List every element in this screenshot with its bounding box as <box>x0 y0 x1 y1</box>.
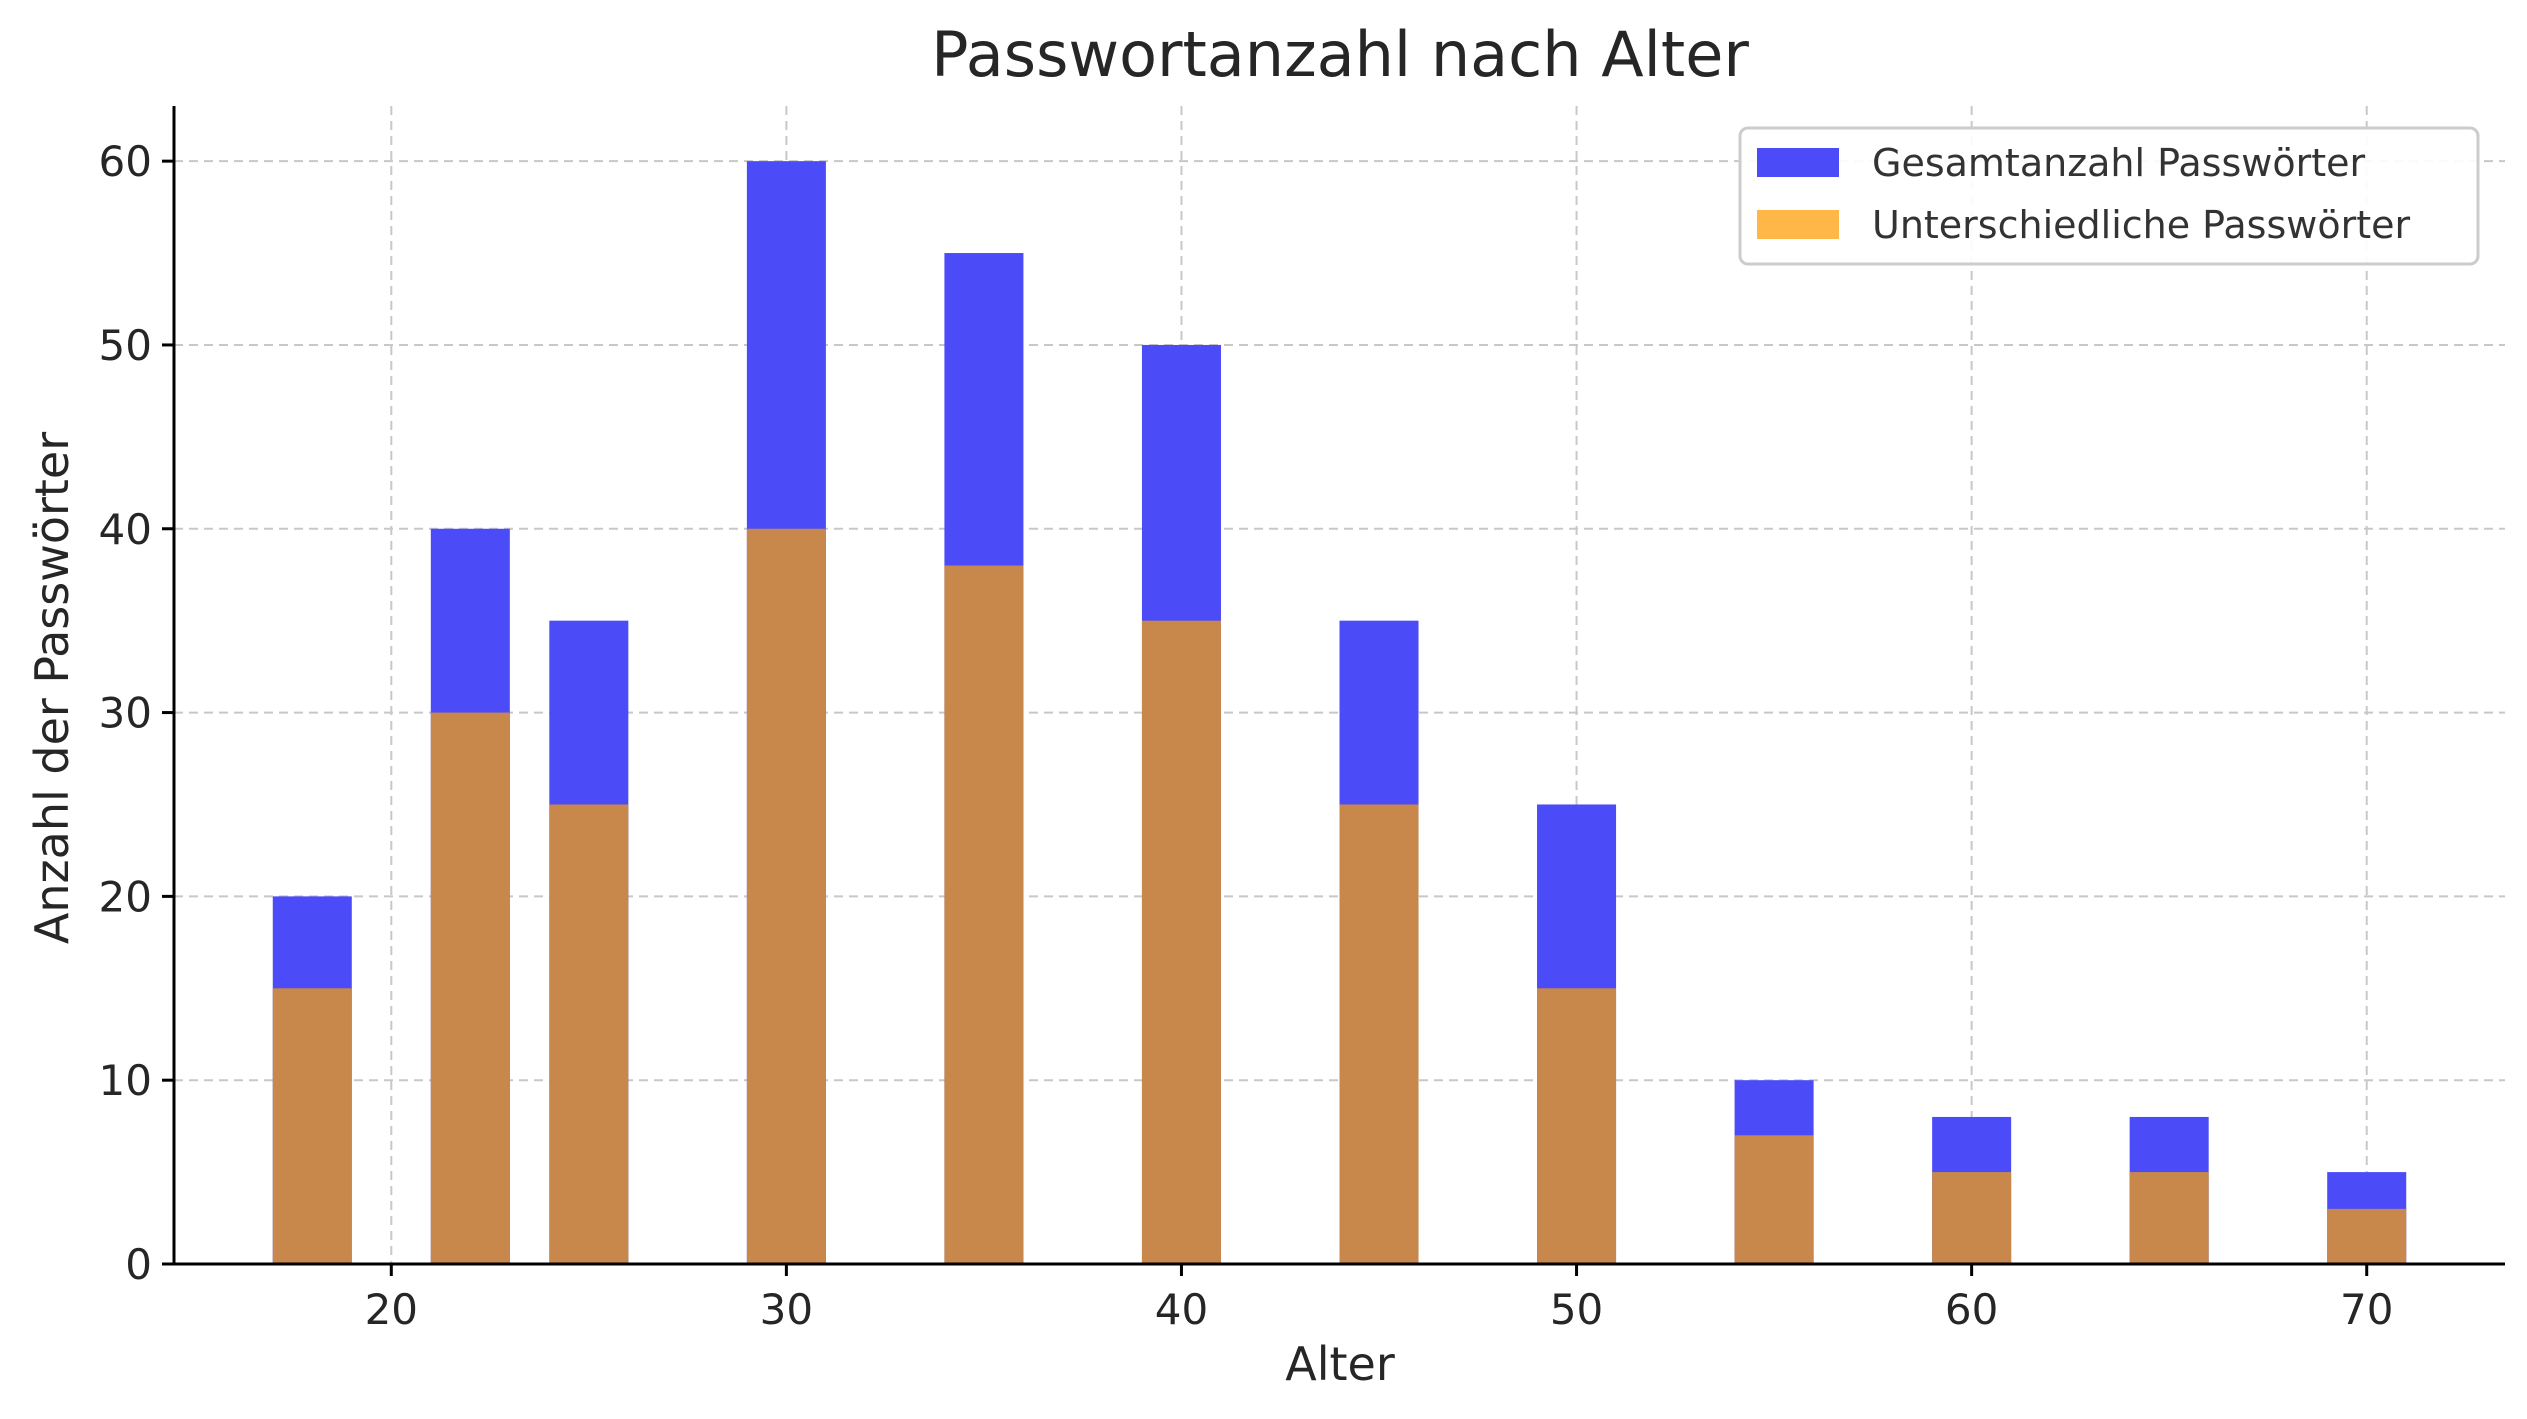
chart-title: Passwortanzahl nach Alter <box>931 18 1749 91</box>
bar-unterschiedlich <box>1932 1172 2012 1264</box>
x-tick-label: 50 <box>1550 1285 1603 1334</box>
bar-unterschiedlich <box>2129 1172 2209 1264</box>
bar-unterschiedlich <box>1339 804 1419 1264</box>
x-axis-label: Alter <box>1285 1337 1395 1391</box>
x-tick-label: 40 <box>1155 1285 1208 1334</box>
x-tick-label: 30 <box>760 1285 813 1334</box>
y-tick-label: 0 <box>125 1240 152 1289</box>
bar-unterschiedlich <box>549 804 629 1264</box>
x-tick-label: 60 <box>1945 1285 1998 1334</box>
bar-unterschiedlich <box>1141 620 1221 1264</box>
bars <box>272 161 2407 1265</box>
axes: 20 30 40 50 60 70 0 10 20 30 40 50 60 <box>99 106 2505 1334</box>
y-axis-label: Anzahl der Passwörter <box>25 432 79 944</box>
y-tick-label: 10 <box>99 1056 152 1105</box>
y-tick-label: 40 <box>99 505 152 554</box>
x-tick-label: 70 <box>2340 1285 2393 1334</box>
y-tick-label: 20 <box>99 872 152 921</box>
y-tick-label: 50 <box>99 321 152 370</box>
legend-swatch <box>1757 210 1839 239</box>
x-tick-label: 20 <box>365 1285 418 1334</box>
legend-label: Gesamtanzahl Passwörter <box>1872 141 2365 185</box>
legend: Gesamtanzahl Passwörter Unterschiedliche … <box>1738 126 2480 266</box>
bar-unterschiedlich <box>430 712 510 1264</box>
bar-unterschiedlich <box>944 565 1024 1264</box>
legend-swatch <box>1757 148 1839 177</box>
legend-box <box>1738 126 2480 266</box>
bar-unterschiedlich <box>272 988 352 1264</box>
legend-label: Unterschiedliche Passwörter <box>1872 203 2411 247</box>
y-tick-label: 30 <box>99 689 152 738</box>
y-tick-label: 60 <box>99 137 152 186</box>
bar-unterschiedlich <box>746 528 826 1264</box>
bar-unterschiedlich <box>2327 1208 2407 1264</box>
bar-unterschiedlich <box>1734 1135 1814 1264</box>
bar-unterschiedlich <box>1537 988 1617 1264</box>
